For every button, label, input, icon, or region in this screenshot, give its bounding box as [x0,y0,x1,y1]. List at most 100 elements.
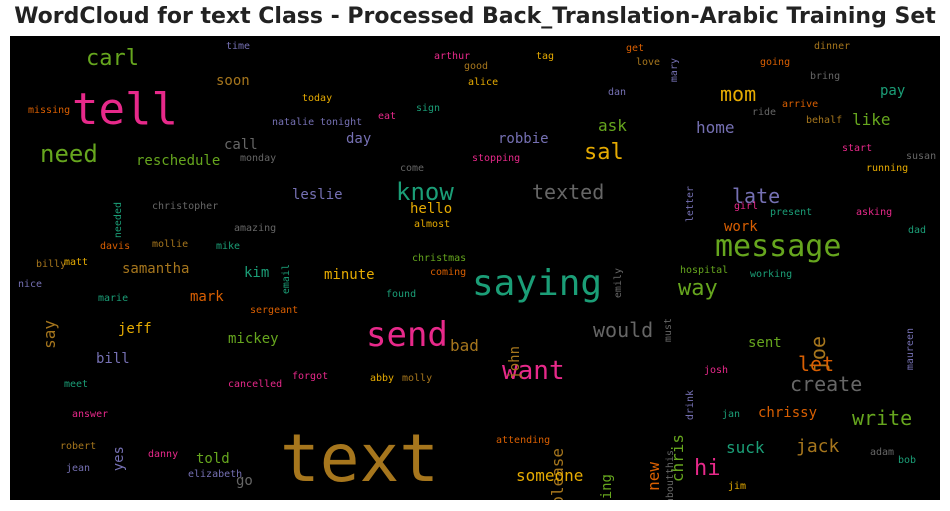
word-texted: texted [532,180,605,204]
word-email: email [281,264,292,295]
word-need: need [40,140,98,168]
word-home: home [696,118,735,137]
word-send: send [366,315,448,355]
word-saying: saying [472,263,603,304]
figure-title: WordCloud for text Class - Processed Bac… [14,4,936,29]
word-billy: billy [36,259,67,270]
word-call: call [224,137,258,153]
word-missing: missing [28,105,71,116]
word-matt: matt [64,257,89,268]
word-like: like [852,110,891,129]
word-robbie: robbie [498,131,549,147]
word-must: must [663,318,674,343]
word-dinner: dinner [814,41,851,52]
word-abby: abby [370,373,395,384]
word-late: late [732,184,781,208]
word-aboutthis: aboutthis [665,450,676,500]
word-natalie: natalie [272,117,315,128]
word-behalf: behalf [806,115,843,126]
word-create: create [790,372,863,396]
word-josh: josh [704,365,729,376]
word-tag: tag [536,51,555,62]
word-bring: bring [810,71,841,82]
word-cloud: tell text saying message send want know texted n… [10,36,940,500]
word-robert: robert [60,441,97,452]
word-told: told [196,451,230,467]
word-adam: adam [870,447,895,458]
word-drink: drink [685,390,696,421]
word-dad: dad [908,225,927,236]
word-kim: kim [244,265,270,281]
word-jan: jan [722,409,741,420]
word-mickey: mickey [228,331,279,347]
word-time: time [226,41,251,52]
word-work: work [724,219,758,235]
word-come: come [400,163,425,174]
word-hello: hello [410,201,453,217]
word-day: day [346,131,372,147]
word-working: working [750,269,793,280]
word-maureen: maureen [905,328,916,371]
word-cancelled: cancelled [228,379,283,390]
word-sergeant: sergeant [250,305,299,316]
word-amazing: amazing [234,223,277,234]
word-today: today [302,93,333,104]
word-sign: sign [416,103,441,114]
word-message: message [715,229,842,264]
word-almost: almost [414,219,451,230]
word-eat: eat [378,111,397,122]
word-write: write [852,406,913,430]
word-emily: emily [613,268,624,299]
word-text: text [280,420,439,497]
word-arrive: arrive [782,99,819,110]
word-danny: danny [148,449,179,460]
word-bob: bob [898,455,917,466]
word-samantha: samantha [122,261,190,277]
word-nice: nice [18,279,43,290]
word-want: want [502,356,565,386]
word-ask: ask [598,116,627,135]
word-someone: someone [516,466,584,485]
word-asking: asking [856,207,893,218]
word-meet: meet [64,379,89,390]
word-chrissy: chrissy [758,405,818,421]
word-john: john [507,346,523,380]
word-elizabeth: elizabeth [188,469,243,480]
word-new: new [644,462,663,491]
word-arthur: arthur [434,51,471,62]
word-meeting: meeting [599,474,615,500]
word-good: good [464,61,489,72]
word-mary: mary [669,58,680,83]
word-sent: sent [748,335,782,351]
word-found: found [386,289,417,300]
word-christmas: christmas [412,253,467,264]
word-answer: answer [72,409,109,420]
word-pay: pay [880,83,906,99]
word-christopher: christopher [152,201,219,212]
word-yes: yes [111,446,127,472]
word-minute: minute [324,267,375,283]
word-jeff: jeff [118,321,152,337]
word-bill: bill [96,351,130,367]
word-know: know [396,178,454,206]
word-tonight: tonight [320,117,363,128]
word-sal: sal [584,140,624,165]
word-carl: carl [86,46,139,71]
word-attending: attending [496,435,551,446]
word-mollie: mollie [152,239,189,250]
word-davis: davis [100,241,131,252]
word-letter: letter [685,186,696,223]
word-alice: alice [468,77,499,88]
word-dan: dan [608,87,627,98]
word-way: way [678,276,718,301]
word-present: present [770,207,813,218]
word-tell: tell [72,84,178,135]
word-mom: mom [720,82,757,106]
word-susan: susan [906,151,937,162]
word-stopping: stopping [472,153,521,164]
word-mark: mark [190,289,224,305]
word-mike: mike [216,241,241,252]
word-say: say [40,320,59,349]
word-molly: molly [402,373,433,384]
word-get: get [626,43,645,54]
